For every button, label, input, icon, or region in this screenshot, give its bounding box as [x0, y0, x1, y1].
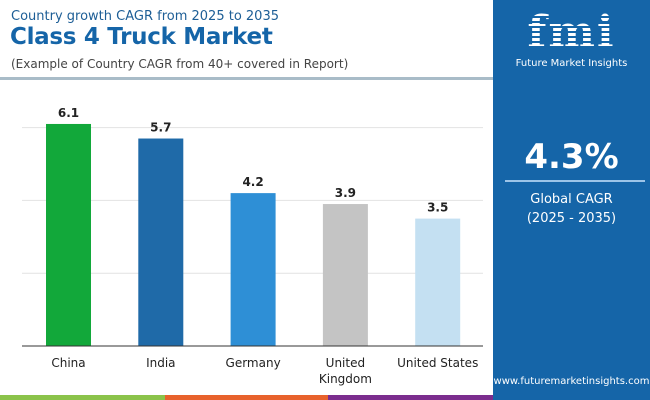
header-divider: [0, 77, 493, 80]
bar-india: [138, 138, 184, 346]
bar-chart: 6.1 China 5.7 India 4.2 Germany 3.9 United Kingd…: [22, 106, 483, 386]
website-link[interactable]: www.futuremarketinsights.com: [493, 376, 650, 387]
chart-note: (Example of Country CAGR from 40+ covere…: [11, 57, 349, 71]
global-cagr-label: Global CAGR (2025 - 2035): [493, 190, 650, 228]
fmi-logo: fmi: [493, 8, 650, 58]
x-tick-label: Germany: [226, 356, 281, 370]
x-tick-label: United: [326, 356, 365, 370]
bar-china: [46, 123, 91, 347]
chart-title: Class 4 Truck Market: [10, 24, 273, 50]
x-tick-label: China: [51, 356, 85, 370]
data-label: 3.9: [335, 186, 356, 200]
data-label: 6.1: [58, 106, 79, 120]
logo-subtitle: Future Market Insights: [515, 58, 628, 69]
side-panel: fmi Future Market Insights 4.3% Global C…: [493, 0, 650, 400]
global-cagr-label-line1: Global CAGR: [530, 192, 613, 207]
footer-strip-orange: [165, 395, 328, 400]
data-label: 5.7: [150, 121, 171, 135]
bar-united-kingdom: [322, 204, 368, 346]
bar-germany: [230, 193, 276, 346]
x-tick-label: Kingdom: [319, 372, 372, 386]
x-tick-label: United States: [397, 356, 478, 370]
global-cagr-value: 4.3%: [524, 137, 619, 177]
footer-strip-green: [0, 395, 165, 400]
x-tick-label: India: [146, 356, 175, 370]
chart-subtitle: Country growth CAGR from 2025 to 2035: [11, 9, 279, 24]
bar-united-states: [415, 218, 461, 346]
global-cagr-period: (2025 - 2035): [526, 211, 617, 226]
data-label: 4.2: [242, 175, 263, 189]
data-label: 3.5: [427, 201, 448, 215]
footer-strip-purple: [328, 395, 493, 400]
panel-divider: [505, 180, 645, 182]
